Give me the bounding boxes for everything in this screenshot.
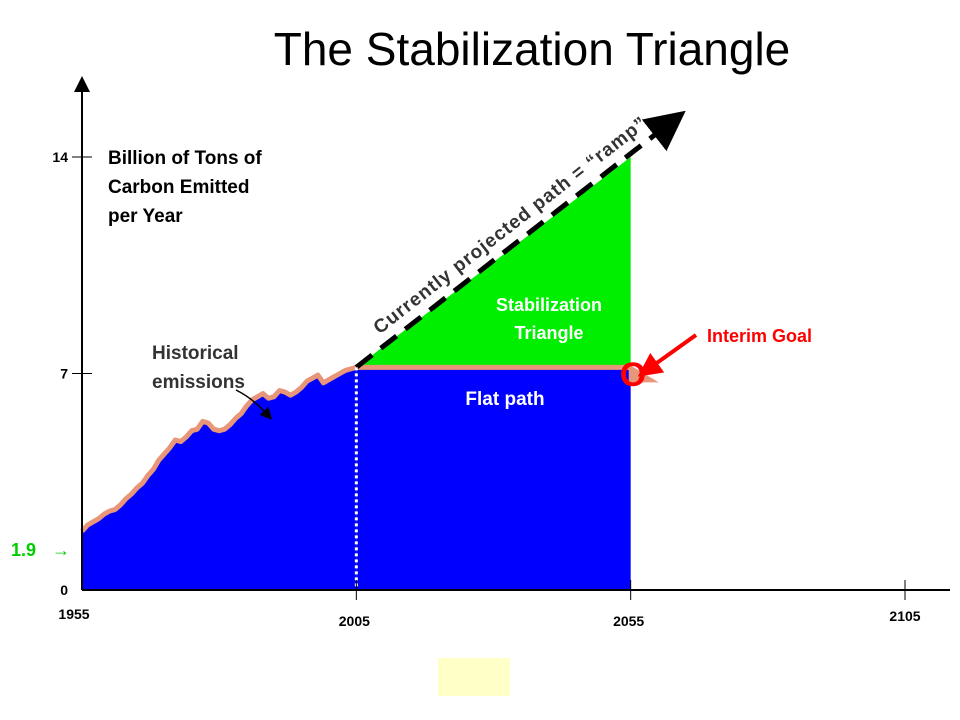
start-value-arrow-icon: →: [52, 540, 70, 560]
triangle-label: Triangle: [514, 323, 583, 343]
x-tick-label: 1955: [58, 606, 89, 622]
flat-path-label: Flat path: [465, 389, 544, 410]
y-tick-label: 7: [60, 366, 68, 382]
ramp-line: [354, 110, 686, 370]
historical-label: Historical: [152, 343, 239, 364]
historical-area: [82, 367, 357, 590]
y-tick-label: 14: [52, 149, 68, 165]
start-value-label: 1.9: [11, 540, 36, 560]
triangle-label: Stabilization: [496, 295, 602, 315]
y-tick-label: 0: [60, 582, 68, 598]
x-tick-label: 2105: [889, 608, 920, 624]
historical-pointer: [235, 389, 273, 420]
chart-title: The Stabilization Triangle: [273, 23, 791, 75]
x-tick-label: 2055: [613, 613, 644, 629]
y-axis-label: per Year: [108, 206, 183, 227]
y-axis-label: Billion of Tons of: [108, 148, 262, 169]
goal-marker: O: [620, 356, 646, 394]
historical-label: emissions: [152, 372, 245, 393]
note-box: [438, 658, 510, 696]
historical-line: [80, 364, 358, 533]
interim-goal-label: Interim Goal: [707, 326, 812, 346]
flat-path-area: [356, 367, 631, 590]
y-axis-label: Carbon Emitted: [108, 177, 249, 198]
interim-goal-arrow: [637, 333, 698, 377]
x-tick-label: 2005: [339, 613, 370, 629]
